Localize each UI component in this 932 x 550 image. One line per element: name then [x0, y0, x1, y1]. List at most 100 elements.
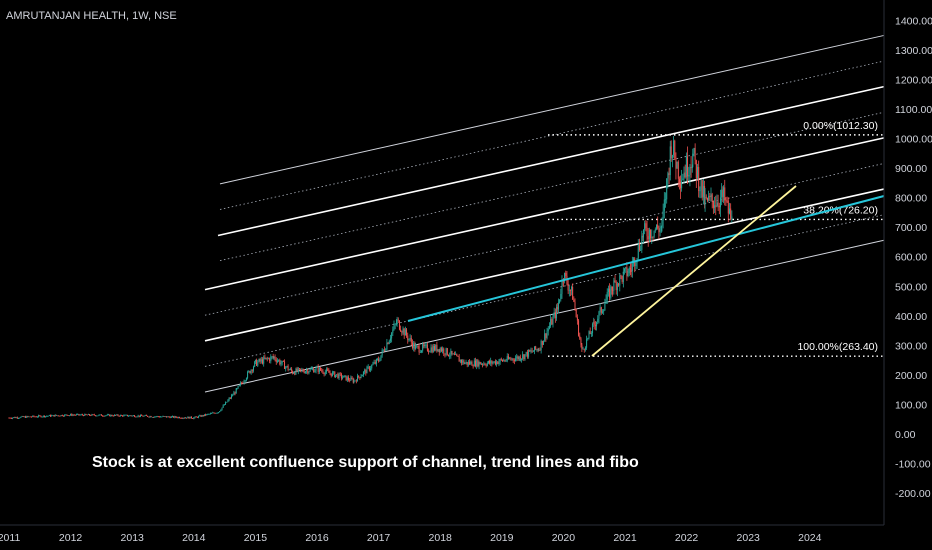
candle-body [199, 415, 201, 417]
candle-body [76, 414, 78, 416]
x-tick-label: 2021 [613, 532, 637, 544]
candle-body [121, 415, 123, 416]
y-tick-label: -200.00 [895, 488, 931, 500]
candle-body [480, 363, 482, 365]
candle-body [567, 283, 569, 291]
candle-body [267, 358, 269, 360]
candle-body [505, 360, 507, 362]
candle-body [253, 366, 255, 371]
candle-body [572, 286, 574, 300]
candle-body [70, 414, 72, 416]
candle-body [430, 347, 432, 352]
candle-body [323, 373, 325, 375]
candle-body [310, 368, 312, 370]
candle-body [92, 414, 94, 416]
candle-body [58, 415, 60, 417]
time-axis[interactable]: 2011 2012 2013 2014 2015 2016 2017 2018 2019 2020… [0, 532, 822, 544]
candle-body [553, 312, 555, 317]
candle-body [476, 360, 478, 367]
candle-body [517, 356, 519, 360]
candle-body [731, 216, 733, 220]
candle-body [331, 372, 333, 377]
candle-body [471, 361, 473, 366]
candle-body [670, 146, 672, 159]
candle-body [53, 415, 55, 417]
candle-body [242, 382, 244, 384]
candle-body [542, 340, 544, 345]
candle-body [669, 146, 671, 176]
candle-body [187, 416, 189, 419]
candle-body [343, 375, 345, 378]
candle-body [562, 281, 564, 282]
candle-body [403, 328, 405, 336]
candle-body [194, 416, 196, 418]
candle-body [512, 358, 514, 361]
candle-body [169, 416, 171, 418]
candle-body [230, 395, 232, 399]
candle-body [453, 353, 455, 355]
candle-body [447, 355, 449, 356]
candle-body [113, 414, 115, 417]
candle-body [462, 360, 464, 363]
candle-body [259, 359, 261, 362]
candle-body [337, 374, 339, 379]
candle-body [546, 331, 548, 338]
candle-body [564, 272, 566, 282]
candle-body [519, 359, 521, 361]
candle-body [269, 358, 271, 362]
candle-body [209, 413, 211, 415]
candle-body [484, 363, 486, 365]
candle-body [154, 416, 156, 418]
candle-body [459, 359, 461, 362]
candle-body [653, 230, 655, 237]
candle-body [637, 244, 639, 259]
candle-body [227, 400, 229, 402]
candle-body [571, 286, 573, 291]
candle-body [603, 310, 605, 312]
y-tick-label: -100.00 [895, 459, 931, 471]
candle-body [23, 416, 25, 418]
candle-body [652, 236, 654, 238]
candle-body [41, 416, 43, 418]
candle-body [684, 172, 686, 178]
candle-body [359, 377, 361, 379]
candle-body [60, 415, 62, 416]
candle-body [530, 350, 532, 352]
candle-body [118, 415, 120, 417]
candle-body [661, 220, 663, 227]
candle-body [104, 415, 106, 417]
candle-body [311, 368, 313, 370]
candle-body [466, 361, 468, 365]
candle-body [28, 416, 30, 418]
candle-body [368, 366, 370, 371]
candle-body [293, 373, 295, 375]
candle-body [698, 167, 700, 192]
candle-body [301, 369, 303, 371]
candle-body [99, 414, 101, 416]
candle-body [297, 368, 299, 372]
candle-body [148, 416, 150, 418]
candle-body [573, 299, 575, 302]
candle-body [90, 415, 92, 417]
x-tick-label: 2015 [244, 532, 268, 544]
candle-body [16, 417, 18, 419]
candle-body [676, 161, 678, 169]
candle-body [282, 360, 284, 362]
candle-body [605, 299, 607, 304]
chart-annotation: Stock is at excellent confluence support… [92, 454, 639, 471]
candle-body [396, 319, 398, 324]
candle-body [226, 401, 228, 403]
candle-body [516, 356, 518, 359]
price-axis[interactable]: 1400.00 1300.00 1200.00 1100.00 1000.00 900.0… [895, 15, 932, 500]
candle-body [265, 357, 267, 359]
candle-body [27, 416, 29, 417]
candle-body [532, 351, 534, 353]
candle-body [329, 372, 331, 374]
candle-body [182, 417, 184, 419]
candle-body [629, 267, 631, 270]
candle-body [610, 286, 612, 298]
candle-body [428, 350, 430, 352]
candle-body [354, 380, 356, 382]
candle-body [682, 178, 684, 181]
